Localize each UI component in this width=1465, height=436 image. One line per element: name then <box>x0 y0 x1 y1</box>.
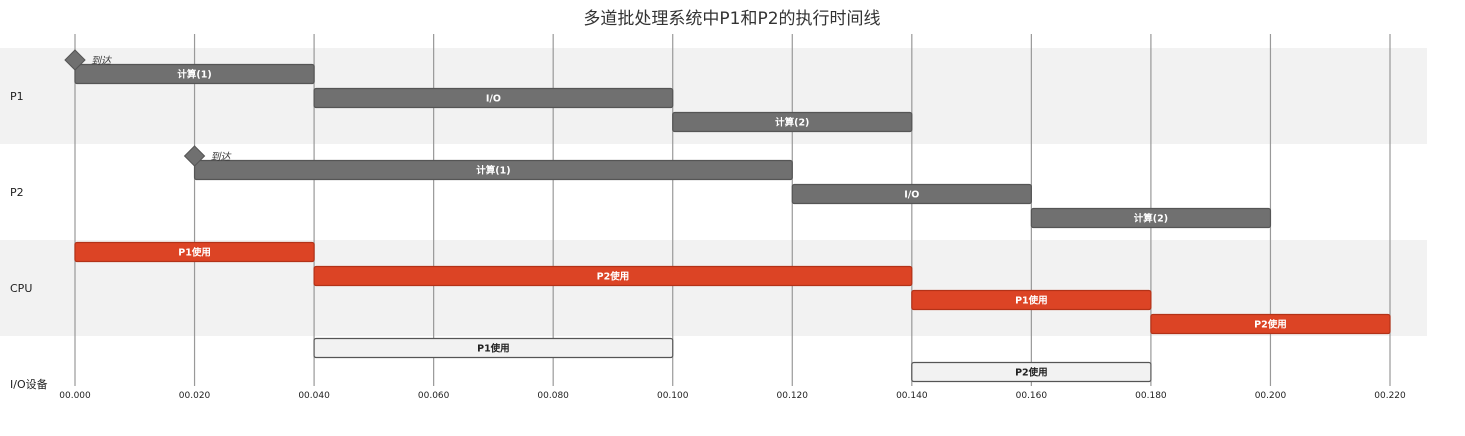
x-tick-label: 00.180 <box>1135 391 1167 401</box>
task-label: I/O <box>486 94 501 105</box>
x-tick-label: 00.120 <box>777 391 809 401</box>
task-bar <box>1150 313 1391 335</box>
milestone-diamond <box>64 49 86 71</box>
task-label: P2使用 <box>597 271 630 283</box>
x-axis-ticks: 00.000 00.020 00.040 00.060 00.080 00.100 00.1… <box>59 391 1406 401</box>
task-label: P2使用 <box>1015 367 1048 379</box>
task-label: I/O <box>904 190 919 201</box>
x-tick-label: 00.100 <box>657 391 689 401</box>
row-label: CPU <box>10 282 32 295</box>
task-bar <box>672 111 913 133</box>
task-label: 计算(2) <box>775 117 809 129</box>
task-bar <box>74 241 315 263</box>
task-bar <box>313 337 674 359</box>
x-tick-label: 00.000 <box>59 391 91 401</box>
task-label: P2使用 <box>1254 319 1287 331</box>
row-bands <box>0 48 1427 336</box>
task-bar <box>1030 207 1272 229</box>
task-bar <box>791 183 1032 205</box>
x-tick-label: 00.020 <box>179 391 211 401</box>
task-label: 计算(1) <box>476 165 510 177</box>
task-label: P1使用 <box>178 247 211 259</box>
x-tick-label: 00.140 <box>896 391 928 401</box>
task-bar <box>911 289 1152 311</box>
x-tick-label: 00.200 <box>1255 391 1287 401</box>
task-label: 计算(1) <box>177 69 211 81</box>
x-tick-label: 00.160 <box>1016 391 1048 401</box>
x-tick-label: 00.220 <box>1374 391 1406 401</box>
row-labels: P1 P2 CPU I/O设备 <box>10 90 48 391</box>
task-bars: 计算(1) I/O 计算(2) 计算(1) I/O 计算(2) P1使用 P2使用 P1使用 P2… <box>74 63 1391 383</box>
chart-title: 多道批处理系统中P1和P2的执行时间线 <box>583 9 880 29</box>
task-label: P1使用 <box>477 343 510 355</box>
task-bar <box>313 265 913 287</box>
milestone-label: 到达 <box>91 55 113 67</box>
task-label: P1使用 <box>1015 295 1048 307</box>
milestone-label: 到达 <box>211 151 233 163</box>
x-tick-label: 00.080 <box>537 391 569 401</box>
row-label: P2 <box>10 186 24 199</box>
milestone-diamond <box>183 145 206 167</box>
x-tick-label: 00.060 <box>418 391 450 401</box>
task-bar <box>193 159 793 181</box>
task-bar <box>74 63 315 85</box>
row-label: P1 <box>10 90 24 103</box>
task-bar <box>911 361 1152 383</box>
row-label: I/O设备 <box>10 377 48 391</box>
task-bar <box>313 87 674 109</box>
task-label: 计算(2) <box>1134 213 1168 225</box>
x-tick-label: 00.040 <box>298 391 330 401</box>
